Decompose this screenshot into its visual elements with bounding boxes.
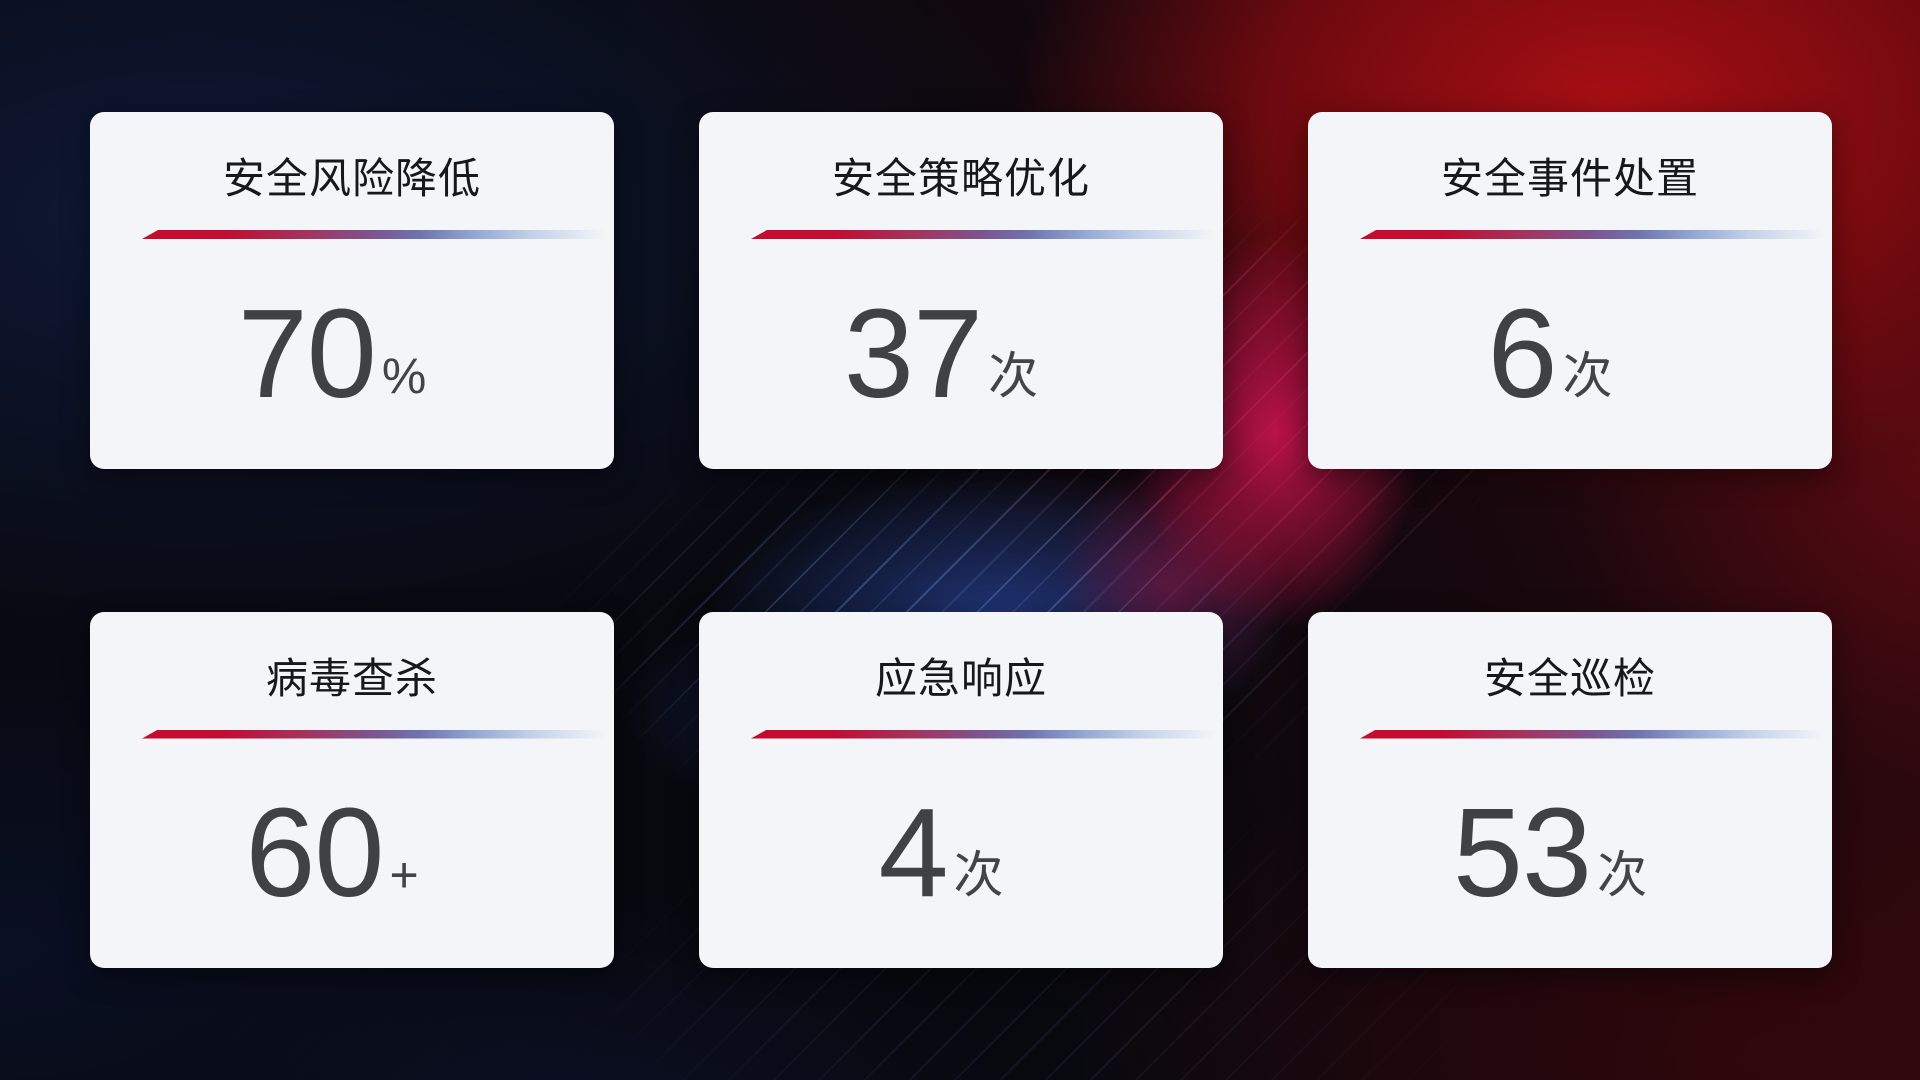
gradient-divider <box>1360 230 1824 239</box>
card-value: 6 次 <box>1308 239 1812 469</box>
card-title: 应急响应 <box>874 654 1047 702</box>
card-title: 安全策略优化 <box>831 155 1090 202</box>
card-value: 70 % <box>90 239 594 469</box>
gradient-divider <box>751 230 1215 239</box>
card-value: 37 次 <box>699 239 1203 469</box>
card-value: 4 次 <box>699 739 1203 969</box>
stat-card: 病毒查杀 60 + <box>90 611 614 969</box>
stat-card: 应急响应 4 次 <box>699 611 1223 969</box>
card-value: 53 次 <box>1308 739 1812 969</box>
card-title: 安全风险降低 <box>222 155 481 202</box>
gradient-divider <box>1360 729 1824 739</box>
value-unit: 次 <box>1562 347 1613 404</box>
gradient-divider <box>142 230 606 239</box>
value-unit: 次 <box>953 847 1004 904</box>
card-title: 病毒查杀 <box>265 654 438 702</box>
value-number: 6 <box>1487 282 1557 424</box>
gradient-divider <box>142 729 606 739</box>
value-unit: % <box>381 347 427 404</box>
value-number: 4 <box>878 782 948 924</box>
value-number: 53 <box>1452 782 1592 924</box>
stat-card: 安全风险降低 70 % <box>90 112 614 469</box>
gradient-divider <box>751 729 1215 739</box>
stat-card: 安全事件处置 6 次 <box>1308 112 1832 469</box>
card-title: 安全事件处置 <box>1440 155 1699 202</box>
card-title: 安全巡检 <box>1483 654 1656 702</box>
stat-card: 安全巡检 53 次 <box>1308 611 1832 969</box>
value-number: 37 <box>843 282 983 424</box>
value-unit: + <box>389 847 419 904</box>
value-number: 70 <box>237 282 377 424</box>
value-number: 60 <box>245 782 384 924</box>
value-unit: 次 <box>1597 847 1648 904</box>
card-value: 60 + <box>90 739 594 969</box>
stat-card: 安全策略优化 37 次 <box>699 112 1223 469</box>
value-unit: 次 <box>988 347 1039 404</box>
